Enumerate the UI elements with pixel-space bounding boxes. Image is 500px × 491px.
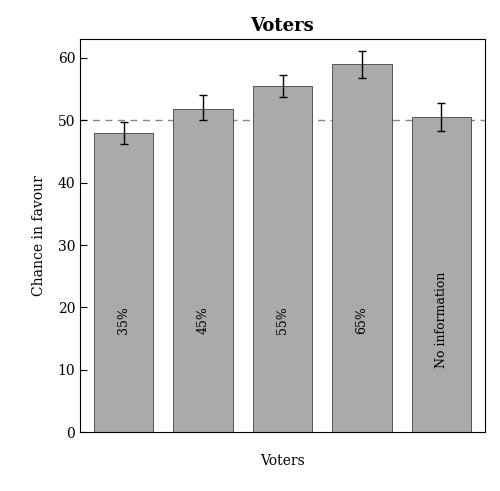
Text: 45%: 45% [196,306,209,334]
Title: Voters: Voters [250,17,314,35]
Bar [94,133,154,432]
Text: 55%: 55% [276,306,289,334]
Text: No information: No information [435,272,448,368]
Text: 35%: 35% [117,306,130,334]
Bar [174,109,233,432]
Bar [332,64,392,432]
Bar [252,86,312,432]
Text: 65%: 65% [356,306,368,334]
X-axis label: Voters: Voters [260,454,305,467]
Y-axis label: Chance in favour: Chance in favour [32,175,46,296]
Bar [412,117,471,432]
